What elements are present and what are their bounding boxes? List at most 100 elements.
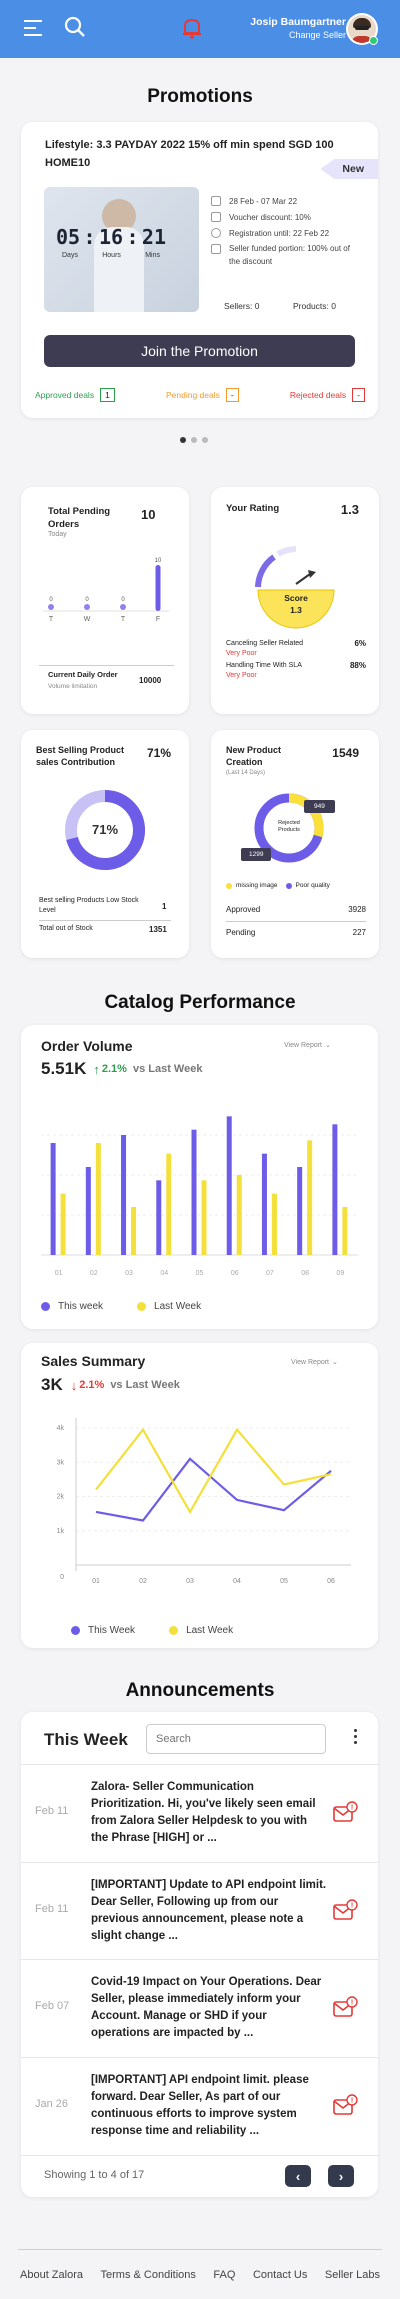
pending-orders-card: Total Pending Orders Today 10 0 T 0 W 0 T 10 F … xyxy=(21,487,189,714)
new-product-value: 1549 xyxy=(332,746,359,760)
sales-summary-view-report[interactable]: View Report ⌄ xyxy=(291,1358,338,1367)
prev-page-button[interactable]: ‹ xyxy=(285,2165,311,2187)
best-selling-card: Best Selling Product sales Contribution … xyxy=(21,730,189,958)
rejected-deals[interactable]: Rejected deals - xyxy=(290,388,365,402)
footer-link-terms[interactable]: Terms & Conditions xyxy=(100,2269,196,2281)
footer-link-contact[interactable]: Contact Us xyxy=(252,2269,308,2281)
last-week-bar xyxy=(307,1140,313,1255)
chevron-down-icon: ⌄ xyxy=(325,1042,331,1049)
this-week-bar xyxy=(191,1129,197,1255)
last-week-bar xyxy=(166,1153,172,1255)
x-tick-label: 06 xyxy=(327,1578,335,1585)
x-tick-label: 02 xyxy=(139,1578,147,1585)
svg-text:!: ! xyxy=(351,2097,353,2104)
announcement-text: [IMPORTANT] Update to API endpoint limit… xyxy=(91,1878,327,1942)
mail-alert-icon[interactable]: ! xyxy=(332,1898,358,1928)
bell-icon[interactable] xyxy=(181,16,203,45)
more-options-icon[interactable] xyxy=(354,1729,358,1744)
pending-label: Pending xyxy=(226,928,256,937)
x-tick-label: 05 xyxy=(280,1578,288,1585)
mail-alert-icon[interactable]: ! xyxy=(332,2093,358,2123)
promo-title: Lifestyle: 3.3 PAYDAY 2022 15% off min s… xyxy=(45,139,334,169)
score-value: 1.3 xyxy=(290,605,302,615)
search-icon[interactable] xyxy=(64,16,86,43)
join-promotion-button[interactable]: Join the Promotion xyxy=(44,335,355,367)
top-header: Josip Baumgartner Change Seller xyxy=(0,0,400,58)
y-tick-label: 2k xyxy=(57,1494,65,1501)
products-count: Products: 0 xyxy=(293,301,336,311)
timer-mins-label: Mins xyxy=(145,252,160,259)
rating-gauge xyxy=(255,546,335,629)
volume-limitation-label: Volume limitation xyxy=(48,683,98,690)
this-week-bar xyxy=(226,1116,232,1255)
last-week-bar xyxy=(271,1193,277,1255)
this-week-legend: This Week xyxy=(88,1625,136,1636)
pagination-summary: Showing 1 to 4 of 17 xyxy=(44,2169,145,2181)
pending-deals[interactable]: Pending deals - xyxy=(166,388,239,402)
x-tick-label: 07 xyxy=(266,1270,274,1277)
timer-hours-label: Hours xyxy=(102,252,121,259)
pending-day-label: F xyxy=(156,616,160,623)
low-stock-value: 1 xyxy=(162,902,167,911)
carousel-dot[interactable] xyxy=(180,437,186,443)
announcement-item[interactable]: Feb 11 [IMPORTANT] Update to API endpoint… xyxy=(21,1863,378,1960)
rating-card: Your Rating 1.3 Score 1.3 Canceling Sell… xyxy=(211,487,379,714)
arrow-down-icon: ↓ xyxy=(70,1377,78,1393)
announcement-item[interactable]: Jan 26 [IMPORTANT] API endpoint limit. pl… xyxy=(21,2058,378,2156)
cancel-rate-label: Canceling Seller Related xyxy=(226,640,304,647)
new-badge: New xyxy=(320,159,378,179)
pending-value: 227 xyxy=(352,928,366,937)
timer-days-label: Days xyxy=(62,252,78,259)
this-week-legend-dot xyxy=(71,1626,80,1635)
carousel-dot[interactable] xyxy=(202,437,208,443)
current-daily-order-value: 10000 xyxy=(139,676,162,685)
footer-link-about[interactable]: About Zalora xyxy=(20,2269,83,2281)
avatar[interactable] xyxy=(346,13,378,45)
y-tick-label: 1k xyxy=(57,1528,65,1535)
menu-icon[interactable] xyxy=(24,20,42,36)
change-seller-link[interactable]: Change Seller xyxy=(288,30,346,40)
last-week-line xyxy=(95,1427,332,1515)
sales-summary-card: Sales Summary View Report ⌄ 3K ↓ 2.1% vs … xyxy=(21,1343,378,1648)
announcement-item[interactable]: Feb 07 Covid-19 Impact on Your Operations… xyxy=(21,1960,378,2058)
cancel-rate-status: Very Poor xyxy=(226,650,257,657)
x-tick-label: 01 xyxy=(55,1270,63,1277)
order-volume-vs: vs Last Week xyxy=(132,1063,203,1075)
footer-link-faq[interactable]: FAQ xyxy=(213,2269,236,2281)
pending-deals-count: - xyxy=(225,388,239,402)
announcement-item[interactable]: Feb 11 Zalora- Seller Communication Prior… xyxy=(21,1765,378,1863)
carousel-dots[interactable] xyxy=(180,437,208,443)
missing-image-legend: missing image xyxy=(236,882,278,889)
rating-value: 1.3 xyxy=(340,502,359,517)
mail-alert-icon[interactable]: ! xyxy=(332,1996,358,2025)
pending-day-label: T xyxy=(121,616,126,623)
announcement-search-input[interactable] xyxy=(146,1724,326,1754)
pending-orders-total: 10 xyxy=(141,507,156,522)
registration-until: Registration until: 22 Feb 22 xyxy=(229,228,330,238)
best-selling-donut xyxy=(65,790,145,870)
approved-deals[interactable]: Approved deals 1 xyxy=(35,388,115,402)
mail-alert-icon[interactable]: ! xyxy=(332,1801,358,1830)
pending-orders-subtitle: Today xyxy=(48,531,67,538)
rating-title: Your Rating xyxy=(226,503,280,514)
sales-summary-chart: 0 1k 2k 3k 4k 01 02 03 04 05 06 xyxy=(57,1418,351,1585)
this-week-bar xyxy=(85,1167,91,1255)
out-of-stock-label: Total out of Stock xyxy=(39,925,93,932)
order-volume-view-report[interactable]: View Report ⌄ xyxy=(284,1041,331,1050)
approved-label: Approved xyxy=(226,905,261,914)
chevron-down-icon: ⌄ xyxy=(332,1359,338,1366)
calendar-icon xyxy=(211,196,221,206)
sales-summary-change: 2.1% xyxy=(79,1379,105,1391)
approved-value: 3928 xyxy=(348,905,366,914)
announcement-date: Feb 07 xyxy=(35,2000,70,2012)
rejected-deals-count: - xyxy=(352,388,365,402)
svg-text:!: ! xyxy=(351,2000,353,2007)
pending-bar-value: 10 xyxy=(155,558,162,564)
promotion-card: Lifestyle: 3.3 PAYDAY 2022 15% off min s… xyxy=(21,122,378,418)
footer-link-seller-labs[interactable]: Seller Labs xyxy=(324,2269,380,2281)
carousel-dot[interactable] xyxy=(191,437,197,443)
tag-bottom-value: 1299 xyxy=(241,848,272,861)
last-week-legend: Last Week xyxy=(154,1301,202,1312)
this-week-bar xyxy=(121,1135,127,1255)
next-page-button[interactable]: › xyxy=(328,2165,354,2187)
